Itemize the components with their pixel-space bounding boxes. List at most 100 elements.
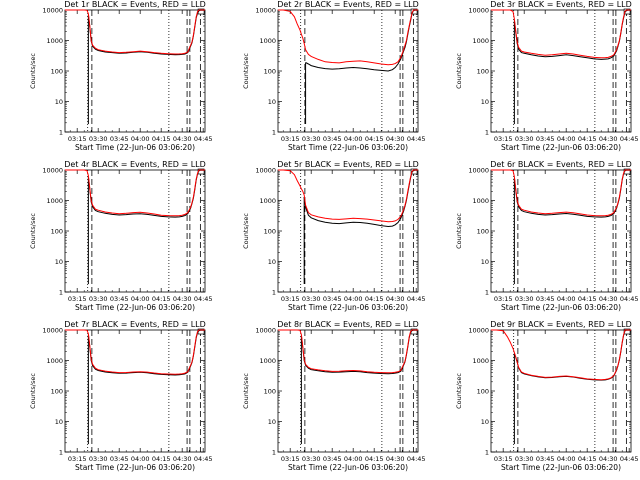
panel-title: Det 8r BLACK = Events, RED = LLD: [277, 320, 419, 329]
x-tick-label: 04:45: [407, 455, 426, 463]
interval-marker: [410, 168, 418, 175]
y-axis-label: Counts/sec: [455, 373, 463, 409]
plot-frame: [64, 329, 206, 453]
y-tick-label: 1: [272, 129, 276, 137]
y-axis-label: Counts/sec: [242, 373, 250, 409]
x-tick-label: 04:00: [557, 135, 576, 143]
x-tick-label: 03:30: [89, 295, 108, 303]
panel-det-3: Det 3r BLACK = Events, RED = LLD 1 10 100 10…: [455, 0, 639, 152]
x-tick-label: 04:45: [620, 295, 639, 303]
x-tick-label: 03:15: [281, 455, 300, 463]
y-tick-label: 100: [477, 68, 489, 76]
y-tick-label: 10: [268, 98, 276, 106]
y-tick-label: 1000: [46, 197, 63, 205]
x-tick-label: 04:45: [194, 455, 213, 463]
y-tick-label: 1000: [472, 357, 489, 365]
interval-marker: [410, 8, 418, 15]
plot-frame: [277, 169, 419, 293]
series-lld-line: [278, 169, 418, 223]
x-tick-label: 04:00: [344, 135, 363, 143]
x-axis-label: Start Time (22-Jun-06 03:06:20): [501, 463, 621, 472]
series-events-line: [303, 169, 418, 228]
panel-det-8: Det 8r BLACK = Events, RED = LLD 1 10 100 10…: [242, 320, 426, 472]
y-tick-label: 10000: [42, 327, 63, 335]
y-tick-label: 1: [485, 289, 489, 297]
x-tick-label: 04:15: [365, 295, 384, 303]
y-tick-label: 100: [477, 228, 489, 236]
x-tick-label: 03:30: [89, 455, 108, 463]
x-tick-label: 03:45: [323, 295, 342, 303]
y-tick-label: 10: [481, 418, 489, 426]
series-events-line: [513, 9, 631, 60]
x-tick-label: 03:15: [68, 295, 87, 303]
y-tick-label: 10000: [255, 327, 276, 335]
series-lld-line: [65, 9, 205, 55]
x-axis-label: Start Time (22-Jun-06 03:06:20): [75, 463, 195, 472]
x-tick-label: 03:45: [536, 295, 555, 303]
y-tick-label: 10000: [255, 7, 276, 15]
panel-det-4: Det 4r BLACK = Events, RED = LLD 1 10 100 10…: [29, 160, 213, 312]
y-tick-label: 100: [51, 388, 63, 396]
series-events-line: [513, 169, 631, 218]
y-tick-label: 10: [55, 98, 63, 106]
x-tick-label: 04:00: [131, 135, 150, 143]
x-tick-label: 03:15: [494, 295, 513, 303]
y-tick-label: 1: [59, 449, 63, 457]
y-tick-label: 100: [264, 68, 276, 76]
x-tick-label: 04:15: [578, 295, 597, 303]
x-tick-label: 04:30: [386, 455, 405, 463]
series-events-line: [87, 169, 205, 218]
y-tick-label: 1000: [46, 357, 63, 365]
y-tick-label: 1: [272, 289, 276, 297]
y-tick-label: 10: [481, 98, 489, 106]
x-tick-label: 04:00: [131, 295, 150, 303]
x-tick-label: 04:15: [365, 135, 384, 143]
x-tick-label: 04:00: [344, 455, 363, 463]
plot-frame: [490, 329, 632, 453]
x-tick-label: 03:45: [110, 135, 129, 143]
series-events-line: [87, 9, 205, 56]
panel-title: Det 4r BLACK = Events, RED = LLD: [64, 160, 206, 169]
panel-title: Det 3r BLACK = Events, RED = LLD: [490, 0, 632, 9]
y-tick-label: 100: [264, 388, 276, 396]
x-tick-label: 04:30: [599, 455, 618, 463]
x-axis-label: Start Time (22-Jun-06 03:06:20): [501, 143, 621, 152]
plot-frame: [490, 169, 632, 293]
panel-title: Det 9r BLACK = Events, RED = LLD: [490, 320, 632, 329]
x-tick-label: 03:30: [515, 295, 534, 303]
x-tick-label: 04:15: [152, 295, 171, 303]
x-tick-label: 03:15: [494, 135, 513, 143]
x-tick-label: 04:30: [599, 135, 618, 143]
panel-title: Det 1r BLACK = Events, RED = LLD: [64, 0, 206, 9]
y-tick-label: 1000: [472, 197, 489, 205]
x-tick-label: 04:45: [194, 135, 213, 143]
y-tick-label: 10000: [468, 7, 489, 15]
panel-det-5: Det 5r BLACK = Events, RED = LLD 1 10 100 10…: [242, 160, 426, 312]
series-events-line: [513, 329, 631, 381]
panel-det-6: Det 6r BLACK = Events, RED = LLD 1 10 100 10…: [455, 160, 639, 312]
x-tick-label: 03:45: [110, 455, 129, 463]
x-tick-label: 03:30: [515, 455, 534, 463]
y-tick-label: 1: [485, 129, 489, 137]
x-axis-label: Start Time (22-Jun-06 03:06:20): [288, 143, 408, 152]
x-tick-label: 04:45: [407, 295, 426, 303]
y-tick-label: 10000: [468, 167, 489, 175]
x-tick-label: 04:30: [173, 135, 192, 143]
y-tick-label: 10000: [255, 167, 276, 175]
y-axis-label: Counts/sec: [242, 53, 250, 89]
x-tick-label: 03:45: [536, 135, 555, 143]
x-tick-label: 03:15: [494, 455, 513, 463]
x-tick-label: 03:45: [536, 455, 555, 463]
x-tick-label: 04:45: [620, 455, 639, 463]
y-tick-label: 1000: [259, 357, 276, 365]
y-tick-label: 1000: [46, 37, 63, 45]
x-tick-label: 04:30: [173, 455, 192, 463]
y-tick-label: 10: [268, 418, 276, 426]
y-tick-label: 1: [59, 129, 63, 137]
x-tick-label: 04:30: [173, 295, 192, 303]
x-tick-label: 04:15: [578, 135, 597, 143]
x-tick-label: 03:30: [302, 295, 321, 303]
y-axis-label: Counts/sec: [455, 213, 463, 249]
